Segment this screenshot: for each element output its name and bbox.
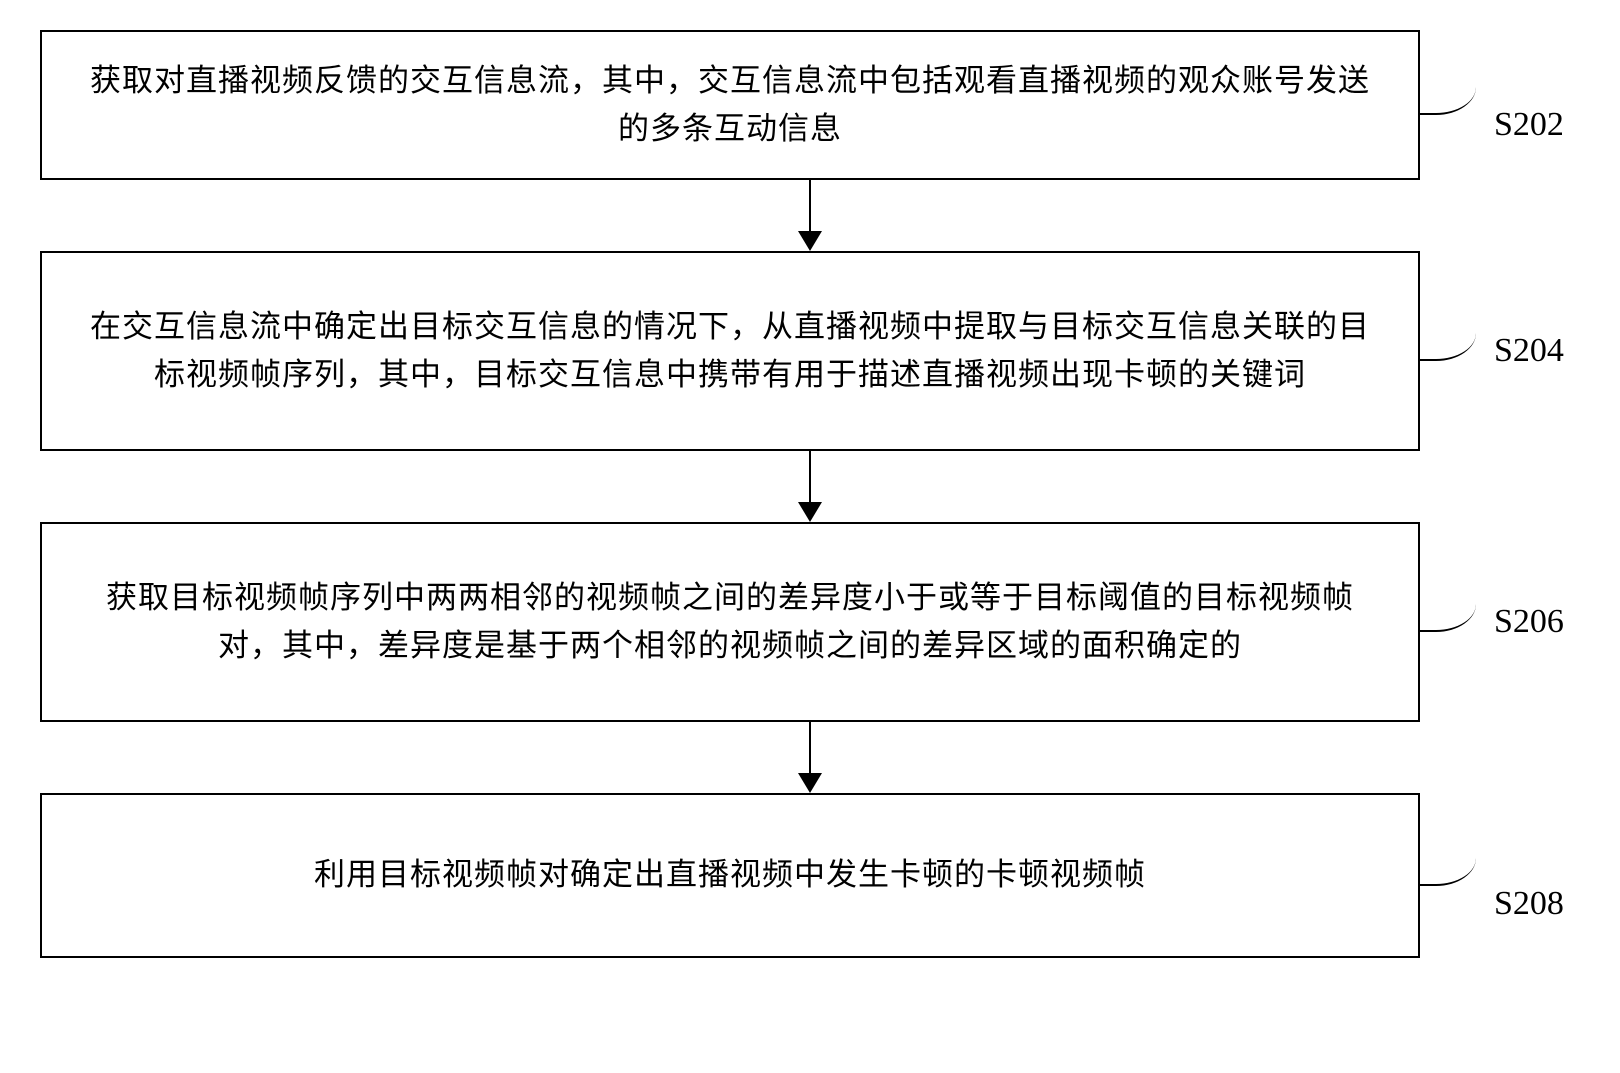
step-4-label: S208 <box>1494 885 1564 923</box>
arrow-3-shaft <box>809 722 811 774</box>
flowchart-diagram: 获取对直播视频反馈的交互信息流，其中，交互信息流中包括观看直播视频的观众账号发送… <box>0 0 1620 1073</box>
step-3-node: 获取目标视频帧序列中两两相邻的视频帧之间的差异度小于或等于目标阈值的目标视频帧对… <box>40 522 1420 722</box>
arrow-2 <box>798 451 822 522</box>
arrow-2-head <box>798 502 822 522</box>
step-2-text: 在交互信息流中确定出目标交互信息的情况下，从直播视频中提取与目标交互信息关联的目… <box>90 303 1370 399</box>
arrow-3 <box>798 722 822 793</box>
step-4-node: 利用目标视频帧对确定出直播视频中发生卡顿的卡顿视频帧 <box>40 793 1420 958</box>
arrow-2-shaft <box>809 451 811 503</box>
arrow-1 <box>798 180 822 251</box>
step-2-node: 在交互信息流中确定出目标交互信息的情况下，从直播视频中提取与目标交互信息关联的目… <box>40 251 1420 451</box>
arrow-1-head <box>798 231 822 251</box>
step-1-node: 获取对直播视频反馈的交互信息流，其中，交互信息流中包括观看直播视频的观众账号发送… <box>40 30 1420 180</box>
step-2-label: S204 <box>1494 332 1564 370</box>
step-4-connector <box>1418 858 1476 886</box>
step-4-wrap: 利用目标视频帧对确定出直播视频中发生卡顿的卡顿视频帧 S208 <box>40 793 1580 958</box>
step-3-connector <box>1418 604 1476 632</box>
step-3-text: 获取目标视频帧序列中两两相邻的视频帧之间的差异度小于或等于目标阈值的目标视频帧对… <box>90 574 1370 670</box>
step-1-label: S202 <box>1494 106 1564 144</box>
step-2-connector <box>1418 333 1476 361</box>
flowchart-column: 获取对直播视频反馈的交互信息流，其中，交互信息流中包括观看直播视频的观众账号发送… <box>40 30 1580 958</box>
step-3-label: S206 <box>1494 603 1564 641</box>
step-4-text: 利用目标视频帧对确定出直播视频中发生卡顿的卡顿视频帧 <box>314 851 1146 899</box>
arrow-1-shaft <box>809 180 811 232</box>
step-3-wrap: 获取目标视频帧序列中两两相邻的视频帧之间的差异度小于或等于目标阈值的目标视频帧对… <box>40 522 1580 722</box>
step-1-connector <box>1418 87 1476 115</box>
step-1-text: 获取对直播视频反馈的交互信息流，其中，交互信息流中包括观看直播视频的观众账号发送… <box>90 57 1370 153</box>
step-2-wrap: 在交互信息流中确定出目标交互信息的情况下，从直播视频中提取与目标交互信息关联的目… <box>40 251 1580 451</box>
arrow-3-head <box>798 773 822 793</box>
step-1-wrap: 获取对直播视频反馈的交互信息流，其中，交互信息流中包括观看直播视频的观众账号发送… <box>40 30 1580 180</box>
